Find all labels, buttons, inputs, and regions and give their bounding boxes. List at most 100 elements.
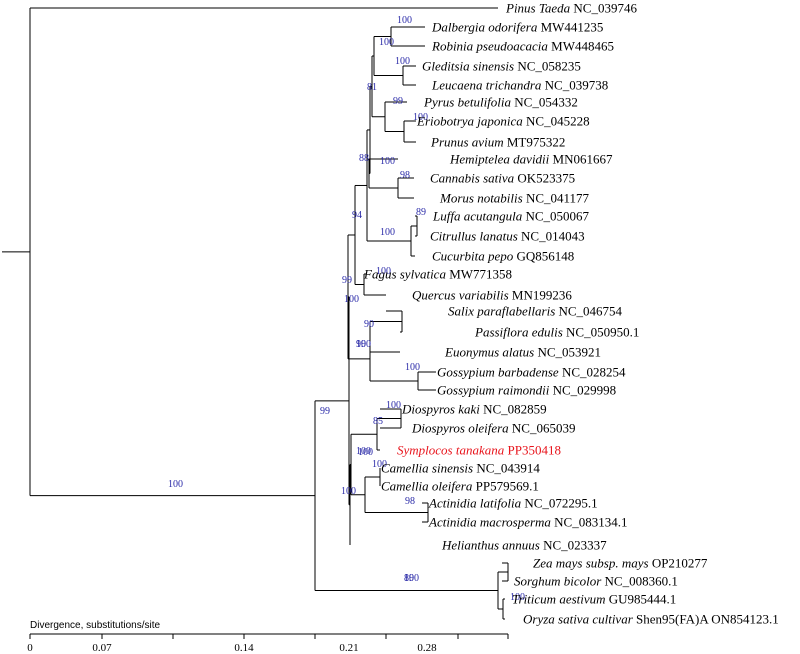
species-name: Pyrus betulifolia: [423, 95, 512, 110]
species-name: Salix paraflabellaris: [448, 304, 555, 319]
species-name: Citrullus lanatus: [430, 229, 518, 244]
species-name: Morus notabilis: [439, 191, 523, 206]
scale-tick-label: 0.21: [339, 642, 358, 654]
species-name: Cucurbita pepo: [432, 249, 514, 264]
taxon-label: Eriobotrya japonica NC_045228: [416, 114, 590, 129]
species-name: Passiflora edulis: [474, 325, 563, 340]
bootstrap-values: 1001001001009981981008889100941009990991…: [168, 15, 525, 603]
accession-number: NC_041177: [523, 191, 590, 206]
taxon-label: Zea mays subsp. mays OP210277: [533, 556, 708, 571]
taxon-label: Sorghum bicolor NC_008360.1: [514, 574, 678, 589]
bootstrap-value: 89: [416, 207, 426, 218]
taxon-label: Gossypium barbadense NC_028254: [437, 365, 626, 380]
taxon-label: Salix paraflabellaris NC_046754: [448, 304, 623, 319]
taxon-labels: Pinus Taeda NC_039746 Dalbergia odorifera…: [363, 1, 779, 627]
accession-number: OP210277: [649, 556, 708, 571]
taxon-label: Symplocos tanakana PP350418: [397, 443, 561, 458]
taxon-label: Robinia pseudoacacia MW448465: [431, 39, 614, 54]
bootstrap-value: 100: [372, 459, 387, 470]
bootstrap-value: 98: [400, 170, 410, 181]
taxon-label: Diospyros kaki NC_082859: [401, 402, 547, 417]
taxon-label: Cucurbita pepo GQ856148: [432, 249, 574, 264]
species-name: Prunus avium: [430, 135, 504, 150]
accession-number: OK523375: [514, 171, 575, 186]
scale-axis-label: Divergence, substitutions/site: [30, 620, 161, 631]
accession-number: MN061667: [549, 152, 613, 167]
taxon-label: Diospyros oleifera NC_065039: [411, 421, 575, 436]
taxon-label: Pyrus betulifolia NC_054332: [423, 95, 578, 110]
taxon-label: Gleditsia sinensis NC_058235: [422, 59, 581, 74]
species-name: Leucaena trichandra: [431, 78, 542, 93]
taxon-label: Pinus Taeda NC_039746: [505, 1, 637, 16]
taxon-label: Luffa acutangula NC_050067: [432, 209, 590, 224]
species-name: Luffa acutangula: [432, 209, 523, 224]
accession-number: NC_050950.1: [563, 325, 640, 340]
accession-number: MT975322: [504, 135, 566, 150]
bootstrap-value: 100: [405, 362, 420, 373]
tree-branches: [2, 7, 509, 620]
species-name: Gleditsia sinensis: [422, 59, 514, 74]
bootstrap-value: 100: [510, 592, 525, 603]
species-name: Triticum aestivum: [512, 592, 606, 607]
taxon-label: Oryza sativa cultivar Shen95(FA)A ON8541…: [523, 612, 779, 627]
accession-number: NC_008360.1: [601, 574, 678, 589]
taxon-label: Quercus variabilis MN199236: [412, 288, 572, 303]
species-name: Actinidia macrosperma: [428, 515, 551, 530]
species-name: Actinidia latifolia: [428, 496, 522, 511]
accession-number: NC_072295.1: [521, 496, 598, 511]
accession-number: NC_028254: [559, 365, 626, 380]
bootstrap-value: 100: [380, 156, 395, 167]
scale-tick-label: 0: [27, 642, 33, 654]
taxon-label: Actinidia latifolia NC_072295.1: [428, 496, 598, 511]
species-name: Sorghum bicolor: [514, 574, 602, 589]
species-name: Fagus sylvatica: [363, 267, 446, 282]
divergence-scale-axis: Divergence, substitutions/site 0 0.07 0.14…: [27, 620, 509, 654]
bootstrap-value: 100: [404, 573, 419, 584]
accession-number: NC_039746: [570, 1, 637, 16]
accession-number: NC_050067: [522, 209, 589, 224]
accession-number: MW441235: [537, 20, 603, 35]
accession-number: NC_082859: [480, 402, 547, 417]
accession-number: NC_083134.1: [551, 515, 628, 530]
taxon-label: Prunus avium MT975322: [430, 135, 565, 150]
taxon-label: Actinidia macrosperma NC_083134.1: [428, 515, 627, 530]
taxon-label: Passiflora edulis NC_050950.1: [474, 325, 639, 340]
species-name: Robinia pseudoacacia: [431, 39, 548, 54]
accession-number: NC_023337: [540, 538, 607, 553]
bootstrap-value: 81: [367, 82, 377, 93]
bootstrap-value: 100: [395, 56, 410, 67]
taxon-label: Camellia oleifera PP579569.1: [381, 479, 539, 494]
accession-number: GQ856148: [513, 249, 574, 264]
taxon-label: Helianthus annuus NC_023337: [441, 538, 607, 553]
species-name: Quercus variabilis: [412, 288, 509, 303]
accession-number: NC_043914: [473, 461, 540, 476]
bootstrap-value: 100: [386, 400, 401, 411]
bootstrap-value: 99: [393, 96, 403, 107]
bootstrap-value: 100: [380, 227, 395, 238]
accession-number: PP579569.1: [472, 479, 538, 494]
bootstrap-value: 100: [341, 486, 356, 497]
accession-number: NC_053921: [534, 345, 601, 360]
bootstrap-value: 99: [342, 275, 352, 286]
bootstrap-value: 100: [358, 447, 373, 458]
taxon-label: Morus notabilis NC_041177: [439, 191, 590, 206]
accession-number: MW771358: [446, 267, 512, 282]
bootstrap-value: 98: [405, 496, 415, 507]
taxon-label: Camellia sinensis NC_043914: [381, 461, 540, 476]
accession-number: MW448465: [548, 39, 614, 54]
taxon-label: Citrullus lanatus NC_014043: [430, 229, 585, 244]
bootstrap-value: 100: [356, 339, 371, 350]
accession-number: PP350418: [504, 443, 561, 458]
taxon-label: Triticum aestivum GU985444.1: [512, 592, 676, 607]
bootstrap-value: 99: [356, 339, 366, 350]
species-name: Euonymus alatus: [444, 345, 534, 360]
accession-number: Shen95(FA)A ON854123.1: [633, 612, 779, 627]
accession-number: GU985444.1: [606, 592, 677, 607]
species-name: Symplocos tanakana: [397, 443, 505, 458]
taxon-label: Hemiptelea davidii MN061667: [449, 152, 613, 167]
scale-tick-label: 0.28: [417, 642, 437, 654]
species-name: Gossypium barbadense: [437, 365, 559, 380]
bootstrap-value: 100: [356, 446, 371, 457]
species-name: Cannabis sativa: [430, 171, 515, 186]
